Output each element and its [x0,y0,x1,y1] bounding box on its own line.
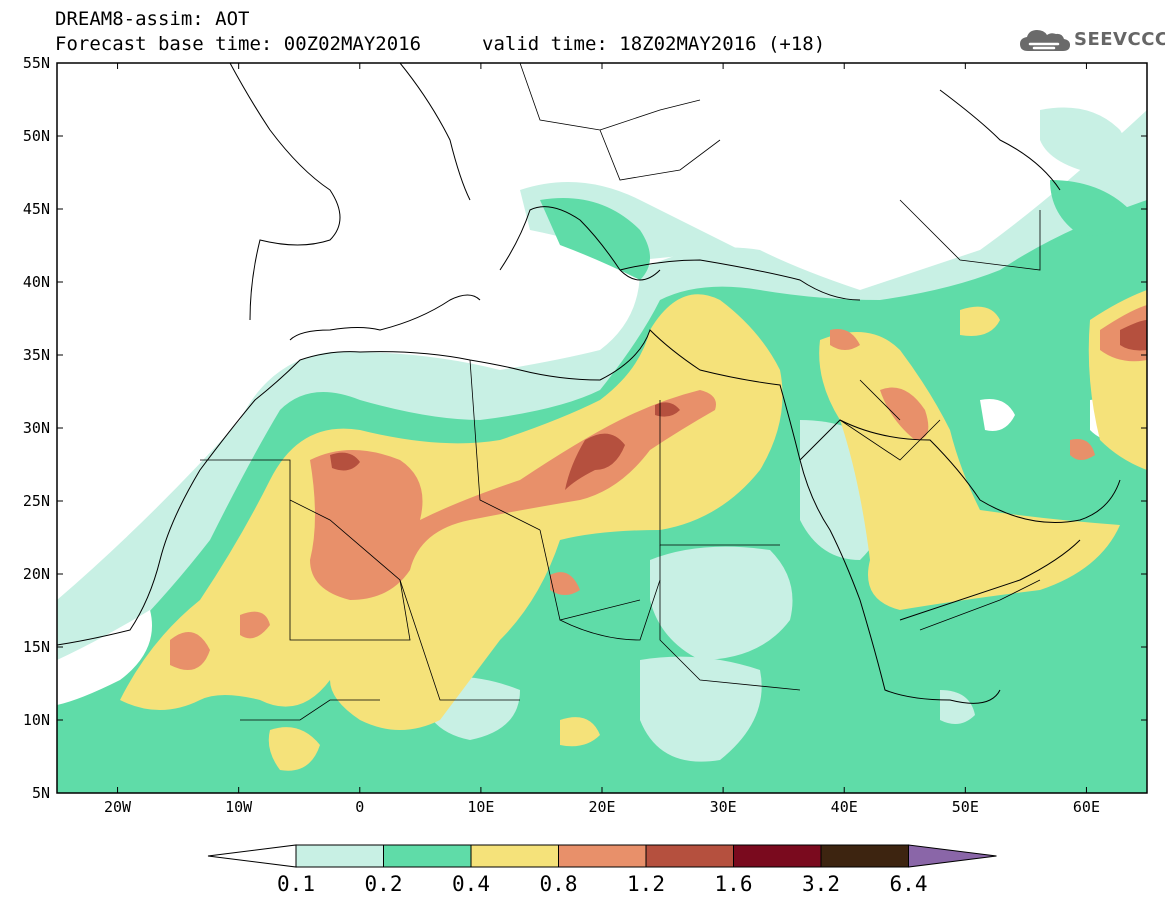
lon-ticks [117,63,1087,793]
seevccc-logo: SEEVCCC [1018,27,1165,55]
lon-label: 50E [952,798,979,816]
colorbar-max-arrow [908,844,997,868]
lon-label: 40E [831,798,858,816]
colorbar-label: 0.4 [452,872,490,896]
map-title: DREAM8-assim: AOT [55,8,250,30]
lon-label: 20E [588,798,615,816]
lat-label: 15N [23,638,50,656]
colorbar-label: 0.1 [277,872,315,896]
valid-time: valid time: 18Z02MAY2016 (+18) [482,33,826,55]
lon-labels: 20W 10W 0 10E 20E 30E 40E 50E 60E [104,798,1100,816]
lon-label: 10E [467,798,494,816]
lat-label: 30N [23,419,50,437]
country-borders [200,63,1041,721]
lat-label: 40N [23,273,50,291]
forecast-base-time: Forecast base time: 00Z02MAY2016 [55,33,422,55]
lon-label: 30E [710,798,737,816]
logo-text: SEEVCCC [1074,29,1165,50]
colorbar-label: 0.2 [364,872,403,896]
lon-label: 20W [104,798,132,816]
colorbar-swatch [733,844,822,868]
colorbar-swatch [383,844,472,868]
cloud-icon [1020,30,1070,51]
lat-label: 10N [23,711,50,729]
colorbar-label: 6.4 [889,872,928,896]
colorbar [207,844,997,868]
colorbar-swatch [645,844,734,868]
colorbar-min-arrow [207,844,297,868]
lat-label: 50N [23,127,50,145]
lat-label: 35N [23,346,50,364]
colorbar-swatch [295,844,384,868]
colorbar-label: 0.8 [539,872,578,896]
colorbar-swatch [820,844,909,868]
lat-label: 20N [23,565,50,583]
lon-label: 60E [1073,798,1100,816]
colorbar-swatch [558,844,647,868]
lat-label: 55N [23,54,50,72]
lat-label: 45N [23,200,50,218]
lon-label: 10W [225,798,253,816]
lat-labels: 55N 50N 45N 40N 35N 30N 25N 20N 15N 10N 5N [23,54,50,802]
lat-ticks [57,62,1147,794]
lat-label: 5N [32,784,50,802]
colorbar-label: 1.2 [627,872,665,896]
lon-label: 0 [355,798,364,816]
colorbar-swatch [470,844,559,868]
colorbar-label: 3.2 [802,872,840,896]
lat-label: 25N [23,492,50,510]
aot-band-1.2 [330,320,1147,490]
aot-field [57,63,1147,793]
colorbar-label: 1.6 [714,872,753,896]
coastlines [57,63,1121,704]
